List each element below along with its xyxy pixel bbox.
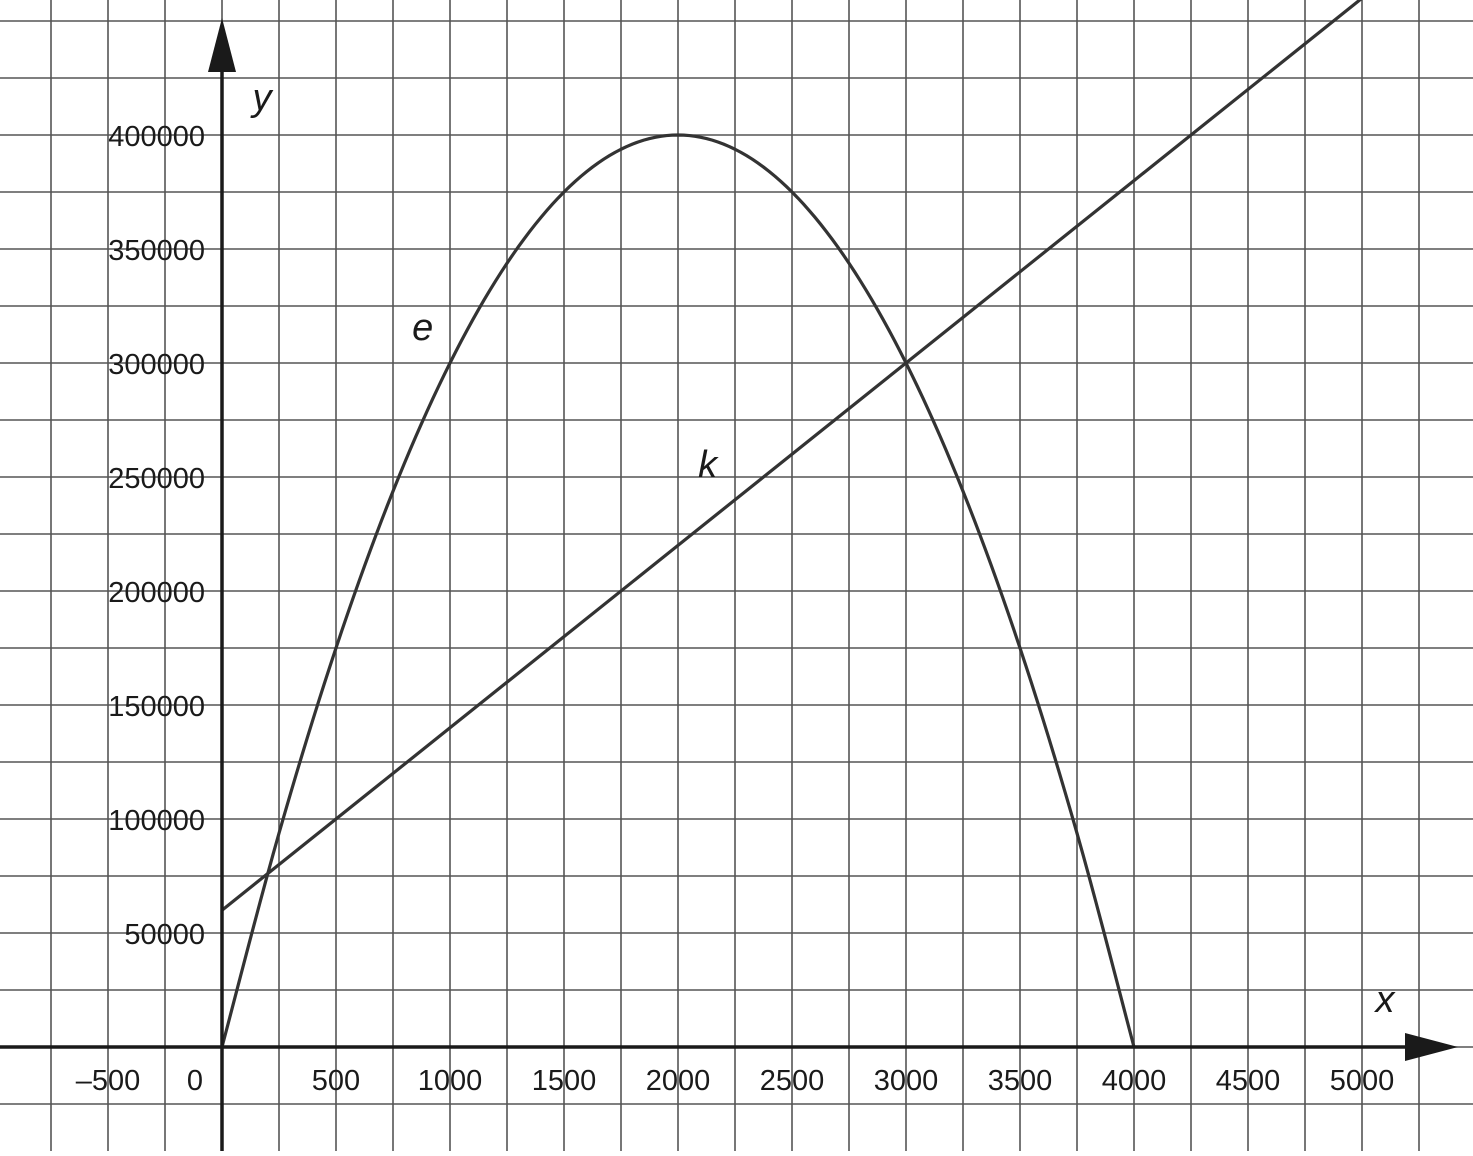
y-tick-label: 200000 (108, 577, 205, 609)
x-axis-label: x (1374, 979, 1397, 1021)
y-tick-label: 400000 (108, 121, 205, 153)
x-tick-label: 5000 (1330, 1065, 1395, 1097)
y-axis-arrow (208, 18, 236, 72)
curve-label-k: k (698, 444, 719, 486)
y-tick-label: 300000 (108, 349, 205, 381)
series-group (220, 0, 1363, 1048)
x-tick-label: 500 (312, 1065, 360, 1097)
x-tick-label: 3000 (874, 1065, 939, 1097)
x-tick-label: 2500 (760, 1065, 825, 1097)
y-tick-label: 100000 (108, 805, 205, 837)
x-tick-label: 4500 (1216, 1065, 1281, 1097)
axes (0, 18, 1458, 1151)
x-tick-label: 1000 (418, 1065, 483, 1097)
tick-labels: –500 0 500 1000 1500 2000 2500 3000 3500 4000 4500… (76, 77, 1397, 1097)
series-k-curve (221, 0, 1363, 912)
y-axis-label: y (250, 77, 274, 119)
x-tick-label: 3500 (988, 1065, 1053, 1097)
x-tick-label: 4000 (1102, 1065, 1167, 1097)
x-axis-arrow (1405, 1033, 1458, 1061)
y-tick-label: 350000 (108, 235, 205, 267)
series-e-curve (220, 133, 1136, 1048)
x-tick-label: 1500 (532, 1065, 597, 1097)
x-tick-label: 2000 (646, 1065, 711, 1097)
x-tick-label: –500 (76, 1065, 141, 1097)
y-tick-label: 250000 (108, 463, 205, 495)
curve-label-e: e (412, 307, 433, 349)
x-tick-label: 0 (187, 1065, 203, 1097)
y-tick-label: 50000 (124, 919, 205, 951)
y-tick-label: 150000 (108, 691, 205, 723)
